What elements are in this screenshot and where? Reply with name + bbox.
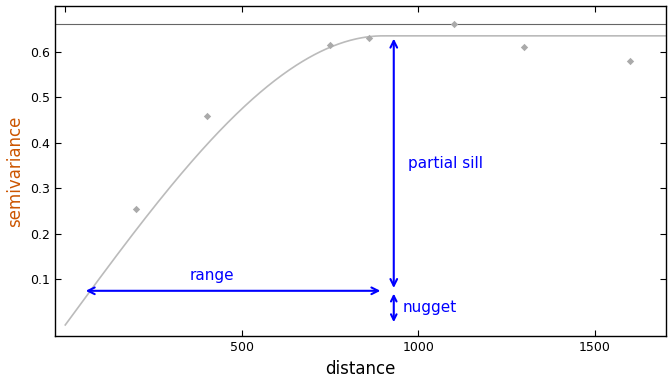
- Y-axis label: semivariance: semivariance: [6, 116, 24, 227]
- Point: [325, 42, 335, 48]
- Point: [201, 113, 212, 119]
- Point: [130, 206, 141, 212]
- Text: range: range: [190, 268, 234, 283]
- Text: partial sill: partial sill: [408, 156, 483, 171]
- Point: [364, 35, 374, 41]
- Point: [448, 22, 459, 28]
- Point: [519, 44, 530, 50]
- Text: nugget: nugget: [403, 300, 457, 315]
- X-axis label: distance: distance: [325, 360, 395, 378]
- Point: [625, 58, 636, 64]
